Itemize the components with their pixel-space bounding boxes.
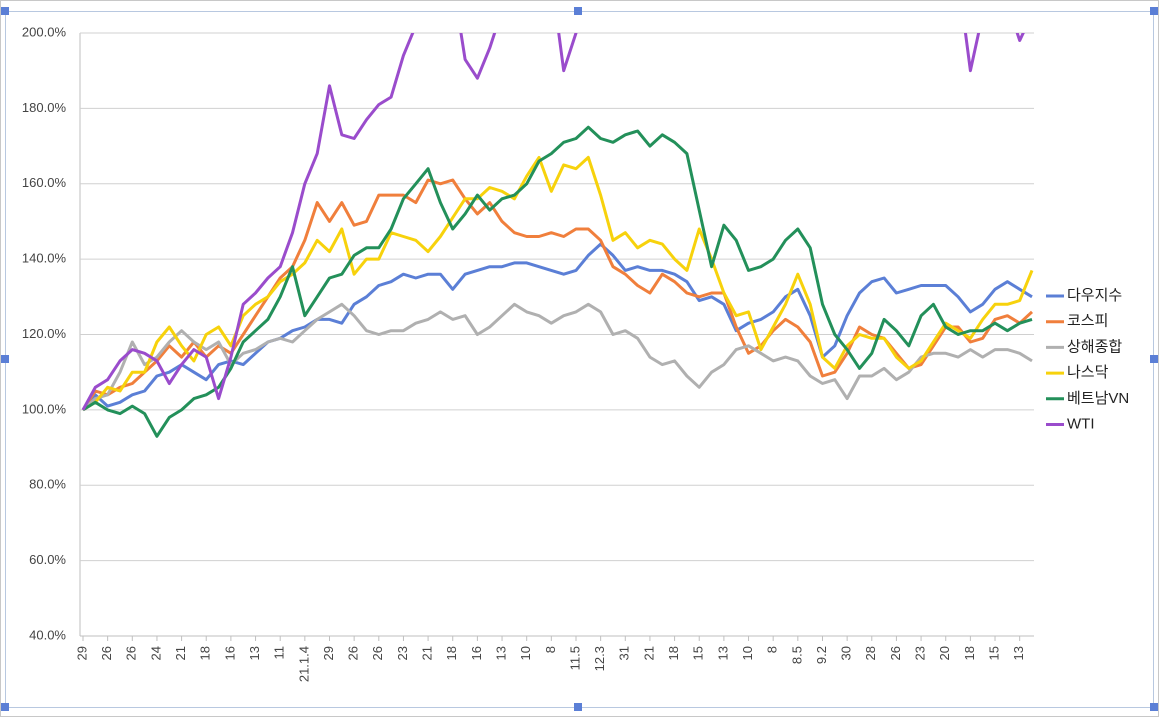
legend-label: 코스피 bbox=[1067, 313, 1108, 330]
series-line bbox=[82, 155, 1034, 412]
x-tick-label: 26 bbox=[370, 646, 385, 660]
x-tick-label: 10 bbox=[740, 646, 755, 660]
x-tick-label: 18 bbox=[962, 646, 977, 660]
y-tick-label: 160.0% bbox=[22, 175, 67, 190]
x-tick-label: 23 bbox=[395, 646, 410, 660]
x-tick-label: 21.1.4 bbox=[296, 646, 311, 682]
x-tick-label: 21 bbox=[420, 646, 435, 660]
x-tick-label: 18 bbox=[444, 646, 459, 660]
x-tick-label: 26 bbox=[346, 646, 361, 660]
x-tick-label: 12.3 bbox=[592, 646, 607, 671]
x-tick-label: 8 bbox=[543, 646, 558, 653]
x-tick-label: 16 bbox=[469, 646, 484, 660]
legend-label: 상해종합 bbox=[1067, 338, 1122, 355]
x-tick-label: 11 bbox=[272, 646, 287, 660]
legend-label: 다우지수 bbox=[1067, 287, 1122, 304]
x-tick-label: 8.5 bbox=[789, 646, 804, 664]
x-tick-label: 28 bbox=[863, 646, 878, 660]
series-line bbox=[82, 125, 1033, 438]
x-tick-label: 13 bbox=[1011, 646, 1026, 660]
legend-label: WTI bbox=[1067, 415, 1095, 432]
x-tick-label: 29 bbox=[321, 646, 336, 660]
x-tick-label: 9.2 bbox=[814, 646, 829, 664]
x-tick-label: 16 bbox=[222, 646, 237, 660]
y-tick-label: 180.0% bbox=[22, 100, 67, 115]
x-tick-label: 26 bbox=[888, 646, 903, 660]
x-tick-label: 18 bbox=[198, 646, 213, 660]
x-tick-label: 18 bbox=[666, 646, 681, 660]
x-tick-label: 24 bbox=[148, 646, 163, 660]
x-tick-label: 26 bbox=[99, 646, 114, 660]
x-tick-label: 15 bbox=[691, 646, 706, 660]
y-tick-label: 60.0% bbox=[29, 552, 66, 567]
y-tick-label: 140.0% bbox=[22, 251, 67, 266]
x-tick-label: 13 bbox=[715, 646, 730, 660]
legend-label: 베트남VN bbox=[1067, 390, 1129, 407]
x-tick-label: 20 bbox=[937, 646, 952, 660]
series-line bbox=[81, 33, 1025, 411]
y-tick-label: 200.0% bbox=[22, 24, 67, 39]
series-line bbox=[81, 178, 1034, 411]
x-tick-label: 13 bbox=[247, 646, 262, 660]
x-tick-label: 29 bbox=[74, 646, 89, 660]
series-line bbox=[81, 242, 1033, 411]
y-tick-label: 120.0% bbox=[22, 326, 67, 341]
x-tick-label: 8 bbox=[765, 646, 780, 653]
x-tick-label: 31 bbox=[617, 646, 632, 660]
y-tick-label: 80.0% bbox=[29, 477, 66, 492]
x-tick-label: 30 bbox=[839, 646, 854, 660]
y-tick-label: 100.0% bbox=[22, 401, 67, 416]
x-tick-label: 15 bbox=[986, 646, 1001, 660]
legend-label: 나스닥 bbox=[1067, 364, 1109, 381]
x-tick-label: 13 bbox=[493, 646, 508, 660]
x-tick-label: 23 bbox=[913, 646, 928, 660]
handles bbox=[1, 7, 1158, 711]
x-tick-label: 21 bbox=[173, 646, 188, 660]
y-tick-label: 40.0% bbox=[29, 627, 66, 642]
x-tick-label: 26 bbox=[124, 646, 139, 660]
x-tick-label: 10 bbox=[518, 646, 533, 660]
x-tick-label: 21 bbox=[641, 646, 656, 660]
x-tick-label: 11.5 bbox=[567, 646, 582, 670]
series-line bbox=[81, 302, 1033, 412]
